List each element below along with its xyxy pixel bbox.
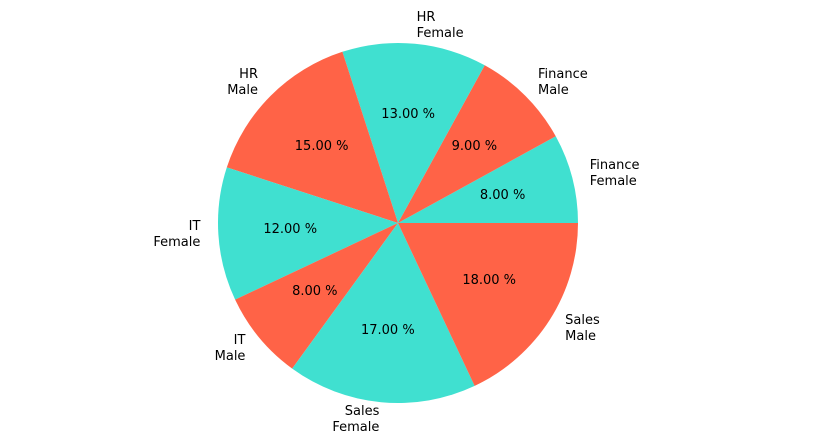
pie-slice [218,167,398,300]
value-label: 13.00 % [381,107,436,123]
category-label: Finance Male [538,66,588,98]
category-label: HR Female [416,9,464,41]
category-label: Sales Female [332,404,380,436]
value-label: 18.00 % [462,272,517,288]
pie-slice [235,223,398,369]
pie-slice [398,136,578,223]
pie-slice [226,51,398,223]
category-label: HR Male [227,66,258,98]
category-label: Sales Male [565,313,600,345]
pie-slice [398,223,578,386]
pie-slice [398,65,556,223]
value-label: 9.00 % [451,138,498,154]
category-label: IT Female [153,219,201,251]
value-label: 17.00 % [360,322,415,338]
value-label: 15.00 % [294,138,349,154]
value-label: 12.00 % [263,221,318,237]
value-label: 8.00 % [479,188,526,204]
category-label: IT Male [214,333,246,365]
pie-slice [292,223,475,403]
pie-slice [342,43,485,224]
value-label: 8.00 % [292,283,338,299]
category-label: Finance Female [589,157,640,189]
